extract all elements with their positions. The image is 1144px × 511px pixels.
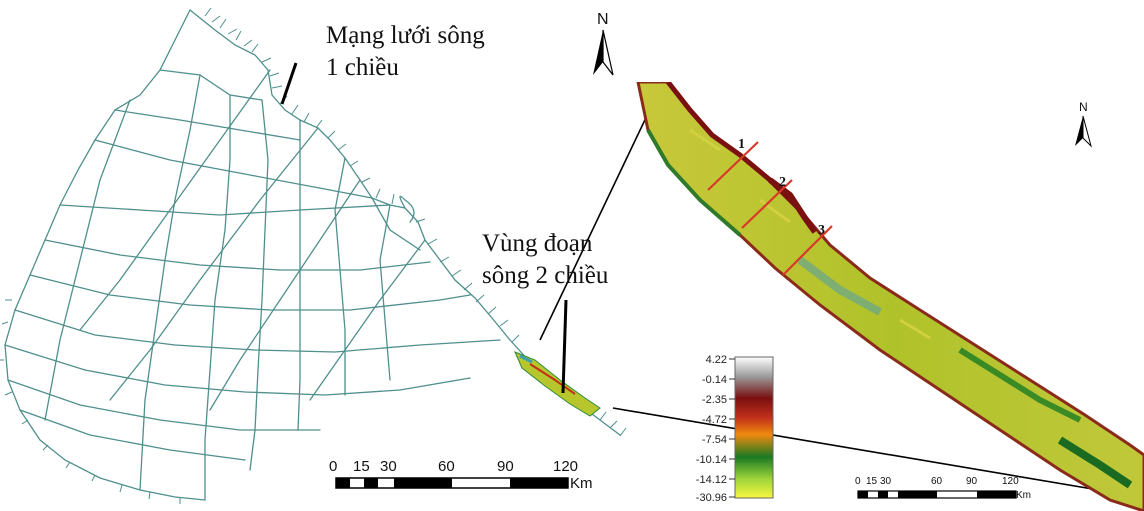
scale-unit-label: Km (570, 475, 593, 492)
river-network-1d (4, 9, 621, 501)
cross-section-label-3: 3 (818, 223, 825, 238)
scale-tick-label: 30 (880, 476, 892, 487)
scale-tick-label: 15 (866, 476, 878, 487)
cross-section-label-1: 1 (738, 137, 745, 152)
scale-tick-label: 90 (966, 476, 978, 487)
legend-value: -14.12 (696, 474, 727, 486)
label-2d-region-line1: Vùng đoạn (482, 230, 593, 257)
north-label-main: N (597, 11, 609, 28)
scale-tick-label: 90 (497, 458, 514, 475)
north-arrow-inset: N (1075, 100, 1092, 148)
scale-bar-inset: 0 15 30 60 90 120 Km (855, 476, 1031, 501)
leader-lines (280, 62, 1141, 498)
scale-tick-label: 15 (353, 458, 370, 475)
cross-section-label-2: 2 (779, 175, 786, 190)
legend-value: -2.35 (702, 394, 727, 406)
legend-value: -30.96 (696, 492, 727, 504)
legend-value: -7.54 (702, 434, 727, 446)
scale-tick-label: 60 (438, 458, 455, 475)
scale-tick-label: 30 (380, 458, 397, 475)
scale-unit-label: Km (1016, 490, 1031, 501)
legend-value: -10.14 (696, 454, 727, 466)
scale-tick-label: 60 (931, 476, 943, 487)
scale-bar-main: 0 15 30 60 90 120 Km (329, 458, 593, 492)
scale-tick-label: 0 (855, 476, 861, 487)
north-arrow-main: N (593, 11, 614, 76)
legend-value: 4.22 (706, 354, 727, 366)
inset-bathymetry (636, 82, 1144, 511)
cross-section-lines (707, 141, 833, 276)
north-label-inset: N (1079, 100, 1088, 114)
north-arrow-icon (1075, 115, 1092, 148)
label-1d-network-line2: 1 chiều (326, 54, 399, 81)
label-1d-network-line1: Mạng lưới sông (326, 22, 485, 49)
river-2d-strip-main (514, 351, 601, 417)
depth-legend: 4.22 -0.14 -2.35 -4.72 -7.54 -10.14 -14.… (696, 354, 774, 504)
north-arrow-icon (593, 29, 614, 76)
scale-tick-label: 120 (1002, 476, 1019, 487)
scale-tick-label: 0 (329, 458, 337, 475)
legend-value: -4.72 (702, 414, 727, 426)
label-2d-region-line2: sông 2 chiều (482, 262, 609, 289)
legend-value: -0.14 (702, 374, 727, 386)
scale-tick-label: 120 (553, 458, 578, 475)
